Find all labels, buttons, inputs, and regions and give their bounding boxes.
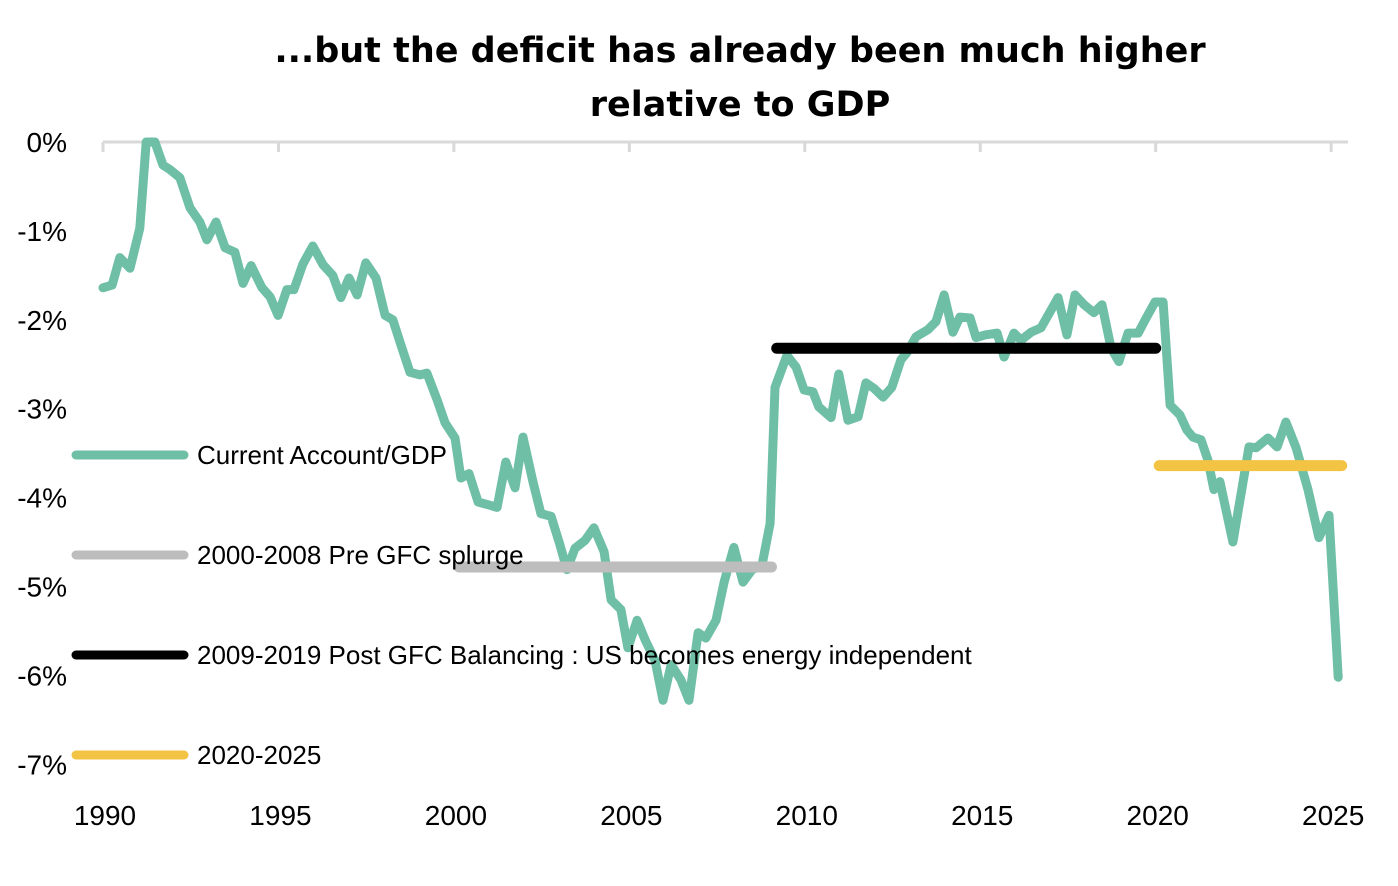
y-tick-label: -5% [17, 572, 67, 603]
y-tick-label: 0% [27, 127, 67, 158]
axes: 1990 1995 2000 2005 2010 2015 2020 2025 0% -1% -2%… [17, 127, 1364, 831]
x-tick-label: 2005 [600, 800, 662, 831]
y-tick-label: -1% [17, 216, 67, 247]
x-tick-label: 1995 [249, 800, 311, 831]
x-tick-label: 2025 [1302, 800, 1364, 831]
legend: Current Account/GDP 2000-2008 Pre GFC sp… [71, 440, 972, 770]
y-tick-label: -7% [17, 749, 67, 780]
reference-lines [453, 342, 1348, 573]
x-tick-label: 2010 [776, 800, 838, 831]
chart-title-line-2: relative to GDP [590, 85, 890, 125]
series-line-current-account [98, 137, 1343, 705]
x-tick-label: 2015 [951, 800, 1013, 831]
x-tick-label: 2000 [425, 800, 487, 831]
chart-title-line-1: ...but the deficit has already been much… [274, 31, 1206, 71]
legend-label-pre-gfc: 2000-2008 Pre GFC splurge [197, 540, 524, 570]
y-tick-label: -6% [17, 660, 67, 691]
y-tick-label: -3% [17, 394, 67, 425]
legend-label-current-account: Current Account/GDP [197, 440, 447, 470]
series [98, 137, 1343, 705]
y-tick-label: -2% [17, 305, 67, 336]
legend-label-post-gfc: 2009-2019 Post GFC Balancing : US become… [197, 640, 972, 670]
x-tick-label: 1990 [74, 800, 136, 831]
legend-label-2020-2025: 2020-2025 [197, 740, 321, 770]
y-tick-label: -4% [17, 483, 67, 514]
x-tick-label: 2020 [1127, 800, 1189, 831]
